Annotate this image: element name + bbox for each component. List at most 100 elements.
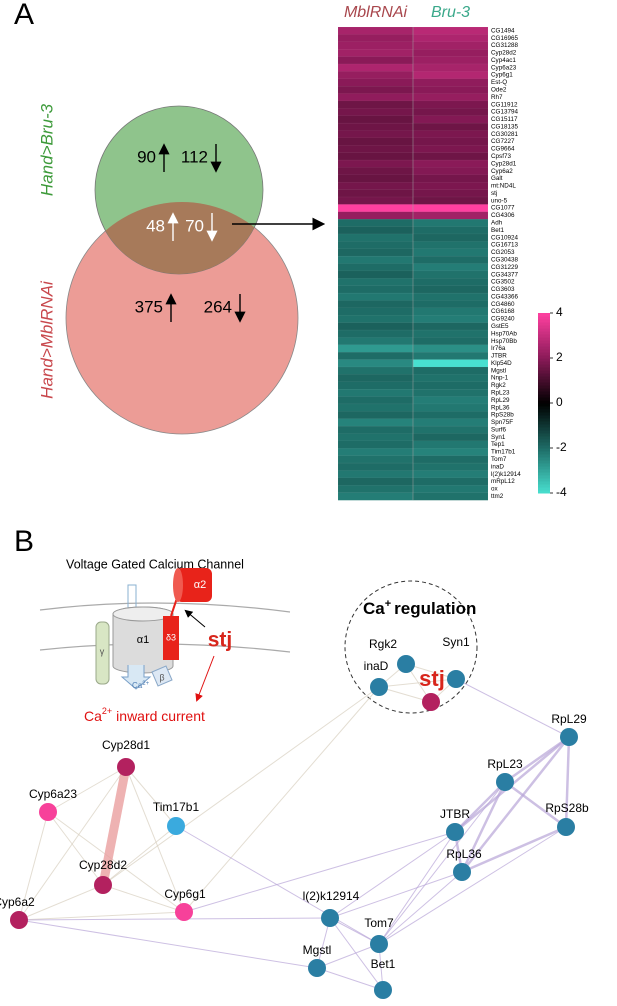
gene-label: CG15117 [491,116,518,123]
colorbar-step [538,472,550,476]
gene-label: CG6168 [491,308,515,315]
node-label: Syn1 [442,635,470,649]
heatmap-cell [412,93,489,102]
heatmap-cell [337,455,414,464]
edge [102,884,185,913]
gene-label: RpS28b [491,412,514,419]
colorbar-step [538,319,550,323]
colorbar-step [538,418,550,422]
colorbar-step [538,382,550,386]
node [117,758,135,776]
heatmap-cell [412,470,489,479]
colorbar-step [538,391,550,395]
edge [102,686,380,886]
gene-label: CG1077 [491,205,515,212]
heatmap-cell [412,411,489,420]
heatmap-cell [412,204,489,213]
edge [125,766,185,913]
gene-label: Hsp70Bb [491,338,517,345]
colorbar-step [538,430,550,434]
gene-label: inaD [491,463,504,470]
colorbar-step [538,322,550,326]
gamma-subunit [95,621,110,685]
subunit-label: α2 [194,579,206,591]
node [308,959,326,977]
colorbar-step [538,376,550,380]
colorbar-step [538,445,550,449]
count: 375 [135,297,163,316]
edge [102,825,177,886]
alpha2-end [173,568,183,602]
heatmap-cell [337,41,414,50]
colorbar-step [538,394,550,398]
node-label: Cyp6a2 [0,895,35,909]
heatmap-cell [412,425,489,434]
node [39,803,57,821]
heatmap-cell [337,34,414,43]
colorbar-step [538,421,550,425]
heatmap-cell [412,49,489,58]
gene-label: CG43366 [491,293,518,300]
heatmap-cell [337,322,414,331]
heatmap-cell [412,248,489,257]
colorbar-step [538,367,550,371]
heatmap-cell [337,233,414,242]
gene-label: CG9240 [491,316,515,323]
heatmap-cell [337,418,414,427]
heatmap-cell [337,440,414,449]
gene-label: Rgk2 [491,382,506,389]
heatmap-cell [337,448,414,457]
heatmap-cell [412,108,489,117]
heatmap-cell [412,137,489,146]
colorbar-step [538,361,550,365]
heatmap-cell [412,462,489,471]
edge [378,781,506,945]
heatmap-cell [412,241,489,250]
gene-label: CG1494 [491,27,515,34]
heatmap-cell [337,329,414,338]
colorbar-step [538,406,550,410]
edge [378,678,457,688]
heatmap-cell [337,411,414,420]
colorbar-step [538,379,550,383]
heatmap-cell [412,152,489,161]
heatmap-cell [412,159,489,168]
gene-label: Hsp70Ab [491,330,517,337]
heatmap-cell [337,359,414,368]
colorbar-step [538,463,550,467]
heatmap-cell [412,255,489,264]
subunit-label: δ3 [166,632,176,642]
heatmap-cell [412,300,489,309]
node-label: RpL36 [446,847,482,861]
group-label: regulation [394,599,476,618]
beta-subunit [151,665,173,687]
edge [504,780,567,829]
heatmap-cell [337,174,414,183]
heatmap-cell [337,278,414,287]
colorbar-step [538,346,550,350]
colorbar-step [538,328,550,332]
heatmap-cell [337,241,414,250]
edge [183,831,456,913]
node-label: l(2)k12914 [303,889,360,903]
gene-label: mt:ND4L [491,183,516,190]
colorbar-step [538,355,550,359]
heatmap-cell [337,248,414,257]
gene-label: CG16713 [491,242,518,249]
heatmap-cell [337,122,414,131]
panel-label: A [14,0,34,31]
gene-label: Surf6 [491,426,507,433]
colorbar-step [538,409,550,413]
heatmap-cell [412,263,489,272]
node [10,911,28,929]
node-label: Mgstl [303,943,332,957]
edge [47,811,185,913]
heatmap-cell [412,292,489,301]
gene-label: Bet1 [491,227,504,234]
heatmap-cell [412,226,489,235]
membrane [39,602,291,613]
heatmap-cell [337,300,414,309]
colorbar-step [538,433,550,437]
colorbar-step [538,490,550,494]
